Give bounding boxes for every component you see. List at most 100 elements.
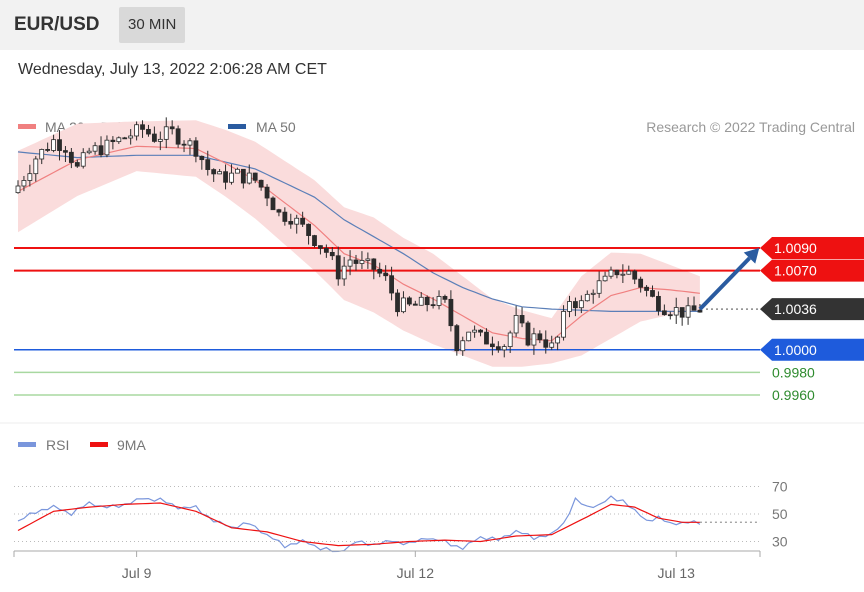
- candle-body: [383, 272, 389, 277]
- candle-body: [140, 124, 145, 130]
- support-level-label: 0.9980: [772, 364, 815, 380]
- candle-body: [211, 169, 217, 175]
- candle-body: [395, 292, 400, 313]
- candle-body: [318, 245, 323, 249]
- candle-body: [460, 340, 466, 352]
- candle-body: [596, 280, 602, 294]
- candle-body: [15, 185, 21, 194]
- candle-body: [270, 197, 276, 211]
- candle-body: [235, 168, 240, 174]
- candle-body: [513, 315, 519, 334]
- legend-swatch-ma50: [228, 124, 246, 129]
- candle-body: [122, 137, 128, 140]
- candle-body: [21, 180, 27, 187]
- pivot-label-bg: [760, 338, 864, 361]
- candle-body: [644, 286, 649, 291]
- candle-body: [157, 138, 163, 142]
- candle-body: [45, 149, 51, 151]
- forecast-arrow-shaft: [698, 256, 751, 311]
- candle-body: [163, 126, 169, 140]
- legend-9ma-label: 9MA: [117, 437, 146, 453]
- candle-body: [181, 143, 187, 146]
- candle-body: [63, 150, 68, 153]
- x-axis-tick-label: Jul 9: [122, 565, 152, 581]
- candle-body: [205, 159, 211, 170]
- candle-body: [561, 311, 566, 338]
- candle-body: [537, 333, 543, 341]
- candle-body: [282, 211, 288, 222]
- candle-body: [329, 251, 335, 257]
- x-axis-tick-label: Jul 13: [658, 565, 696, 581]
- candle-body: [306, 223, 311, 236]
- candle-body: [175, 128, 181, 145]
- candle-body: [80, 152, 86, 167]
- candle-body: [472, 329, 478, 333]
- candle-body: [507, 332, 513, 348]
- candle-body: [608, 269, 614, 277]
- candle-body: [341, 265, 347, 280]
- candle-body: [371, 258, 377, 270]
- candle-body: [288, 221, 294, 225]
- timeframe-button[interactable]: 30 MIN: [119, 7, 186, 43]
- legend-swatch-rsi: [18, 442, 36, 447]
- forecast-arrow-head: [743, 248, 760, 264]
- candle-body: [276, 209, 282, 213]
- candle-body: [525, 322, 531, 346]
- candle-body: [74, 162, 80, 167]
- pivot-level-label: 1.0000: [774, 342, 817, 358]
- current-price-label-bg: [760, 298, 864, 321]
- candle-body: [519, 315, 525, 324]
- candle-body: [193, 140, 199, 157]
- candles-group: [15, 117, 703, 358]
- candle-body: [217, 171, 223, 175]
- rsi-line: [17, 495, 701, 553]
- candle-body: [448, 298, 454, 327]
- candle-body: [442, 296, 448, 300]
- candle-body: [134, 124, 140, 137]
- candle-body: [430, 304, 436, 307]
- candle-body: [531, 333, 537, 346]
- candle-body: [33, 158, 39, 175]
- candle-body: [656, 295, 661, 312]
- candle-body: [549, 342, 555, 348]
- candle-body: [246, 172, 252, 184]
- candle-body: [39, 149, 45, 160]
- candle-body: [229, 172, 234, 183]
- candle-body: [590, 292, 596, 295]
- candle-body: [567, 301, 572, 312]
- candle-body: [401, 297, 406, 313]
- candle-body: [359, 260, 365, 264]
- rsi-tick-label: 50: [772, 506, 788, 522]
- candle-body: [128, 135, 134, 139]
- candle-body: [300, 217, 306, 225]
- candle-body: [312, 235, 317, 246]
- candle-body: [86, 150, 92, 154]
- candle-body: [626, 270, 632, 275]
- candle-body: [584, 293, 590, 302]
- candle-body: [602, 275, 608, 282]
- candle-body: [638, 278, 644, 288]
- legend-swatch-9ma: [90, 442, 108, 447]
- legend-ma50-label: MA 50: [256, 119, 296, 135]
- candle-body: [436, 296, 442, 306]
- candle-body: [104, 139, 110, 156]
- candle-body: [389, 275, 394, 294]
- resistance-level-label: 1.0090: [774, 240, 817, 256]
- candle-body: [151, 133, 157, 142]
- candle-body: [555, 336, 561, 344]
- legend-swatch-ma20: [18, 124, 36, 129]
- ma20-line: [17, 145, 700, 342]
- candle-body: [418, 296, 424, 306]
- candle-body: [252, 172, 258, 181]
- candle-body: [187, 140, 193, 146]
- candle-body: [454, 325, 460, 352]
- x-axis-tick-label: Jul 12: [397, 565, 435, 581]
- candle-body: [353, 259, 359, 264]
- candle-body: [323, 247, 329, 253]
- candle-body: [406, 297, 412, 305]
- legend-rsi-label: RSI: [46, 437, 69, 453]
- rsi-ma-line: [17, 502, 700, 547]
- candle-body: [661, 310, 667, 316]
- candle-body: [495, 346, 501, 351]
